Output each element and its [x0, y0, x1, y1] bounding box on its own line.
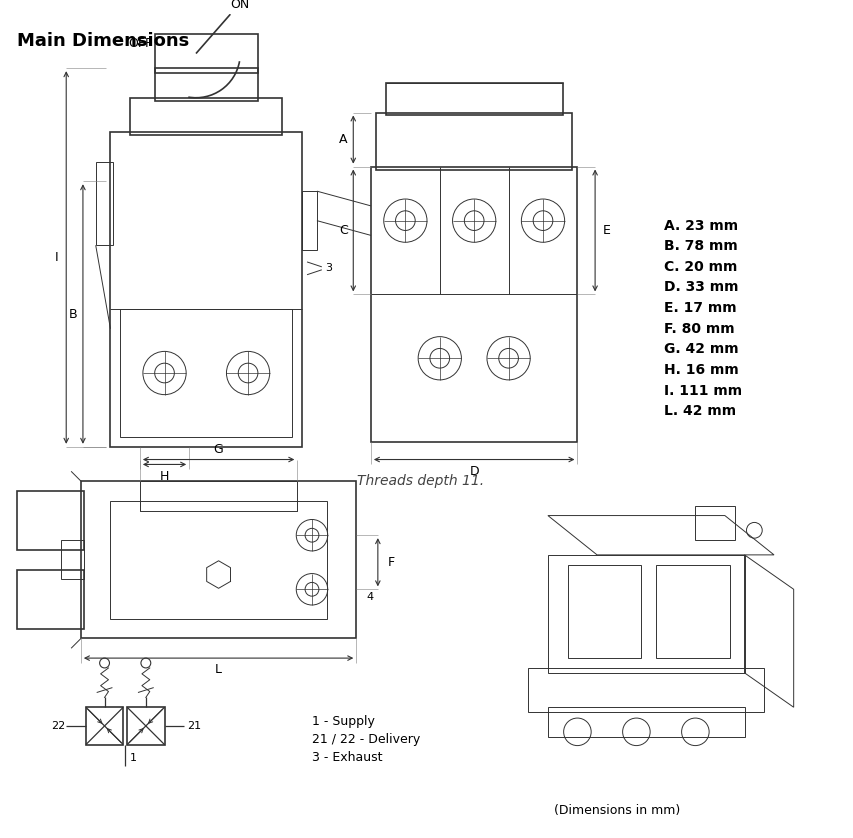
Bar	[120, 309, 292, 437]
Bar	[154, 68, 258, 101]
Text: L. 42 mm: L. 42 mm	[663, 405, 735, 418]
Text: H: H	[160, 470, 169, 483]
Text: D: D	[469, 465, 479, 478]
Text: F: F	[387, 556, 395, 569]
Text: B. 78 mm: B. 78 mm	[663, 239, 737, 253]
Bar	[154, 34, 258, 73]
Bar	[386, 83, 562, 116]
Text: H. 16 mm: H. 16 mm	[663, 363, 738, 377]
Text: A. 23 mm: A. 23 mm	[663, 219, 737, 233]
Text: 1 - Supply: 1 - Supply	[311, 716, 374, 728]
Bar	[370, 167, 577, 442]
Text: 1: 1	[130, 753, 136, 763]
Text: G. 42 mm: G. 42 mm	[663, 343, 738, 356]
Text: L: L	[215, 664, 222, 676]
Text: C. 20 mm: C. 20 mm	[663, 260, 736, 274]
Text: 21: 21	[187, 721, 200, 731]
Bar	[17, 491, 84, 550]
Bar	[528, 668, 763, 712]
Text: B: B	[69, 308, 78, 320]
Bar	[548, 707, 744, 737]
Text: 3 - Exhaust: 3 - Exhaust	[311, 751, 382, 764]
Text: 4: 4	[366, 592, 373, 603]
Bar	[110, 501, 327, 618]
Bar	[694, 505, 734, 541]
Text: ON: ON	[230, 0, 250, 11]
Bar	[302, 191, 316, 250]
Bar	[567, 565, 641, 658]
Bar	[81, 481, 356, 639]
Text: 3: 3	[325, 263, 332, 273]
Text: C: C	[339, 224, 347, 237]
Bar	[375, 112, 572, 169]
Bar	[61, 541, 84, 579]
Text: (Dimensions in mm): (Dimensions in mm)	[553, 804, 679, 817]
Text: D. 33 mm: D. 33 mm	[663, 281, 738, 294]
Bar	[548, 555, 744, 673]
Text: Main Dimensions: Main Dimensions	[17, 32, 189, 50]
Bar	[127, 707, 165, 745]
Text: Threads depth 11.: Threads depth 11.	[357, 474, 483, 489]
Bar	[130, 98, 282, 135]
Text: E: E	[602, 224, 610, 237]
Bar	[110, 132, 302, 447]
Text: I: I	[55, 251, 58, 264]
Bar	[17, 570, 84, 628]
Text: G: G	[213, 443, 223, 456]
Text: 22: 22	[51, 721, 66, 731]
Text: A: A	[339, 133, 347, 146]
Bar	[86, 707, 123, 745]
Text: I. 111 mm: I. 111 mm	[663, 384, 741, 398]
Bar	[96, 162, 113, 246]
Text: E. 17 mm: E. 17 mm	[663, 301, 735, 315]
Bar	[655, 565, 729, 658]
Text: OFF: OFF	[128, 37, 152, 50]
Bar	[140, 481, 297, 510]
Text: F. 80 mm: F. 80 mm	[663, 322, 734, 336]
Text: 21 / 22 - Delivery: 21 / 22 - Delivery	[311, 733, 420, 746]
